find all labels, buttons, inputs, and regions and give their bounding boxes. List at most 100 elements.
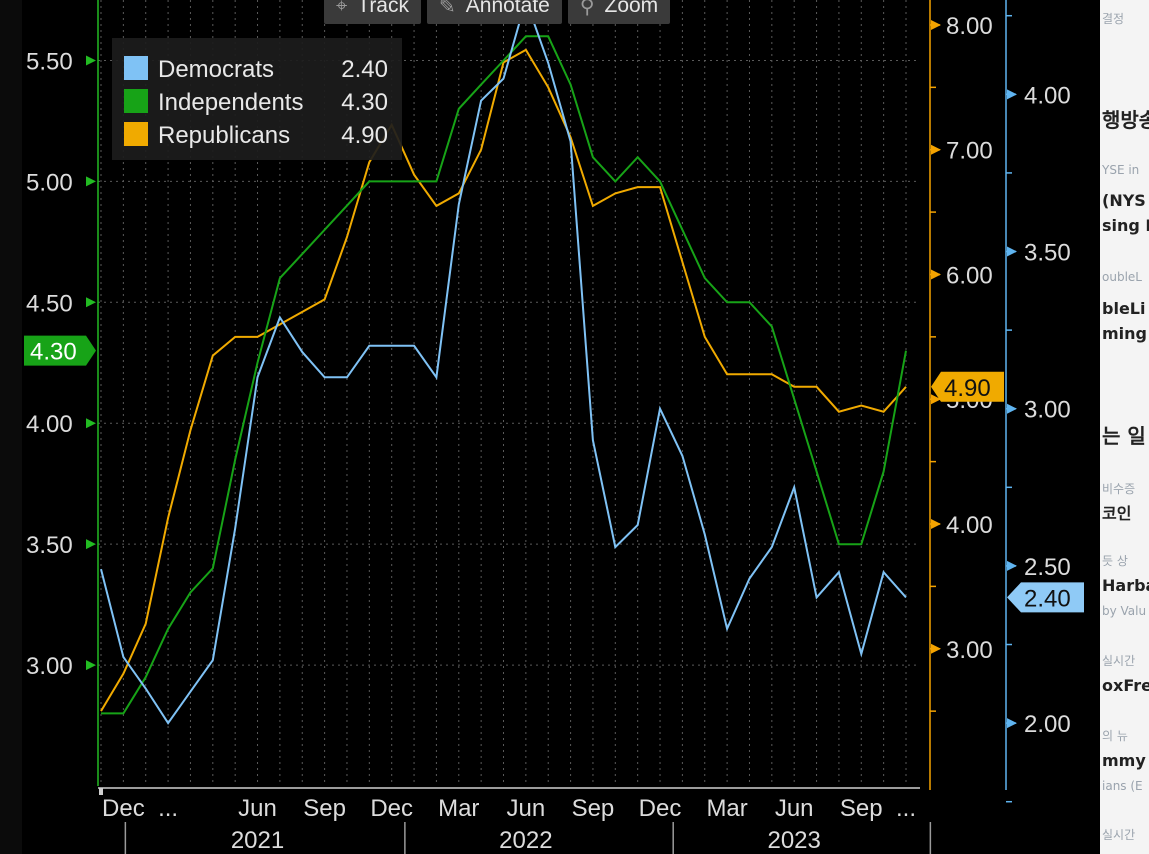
side-snippet: 는 일 [1102,424,1146,448]
side-snippet[interactable]: 코인 [1102,504,1132,523]
middle-axis-tick-mark [931,643,941,654]
x-axis-year-label: 2022 [499,827,552,854]
side-snippet: 실시간 [1102,654,1136,668]
annotate-button[interactable]: ✎ Annotate [427,0,562,24]
side-snippet[interactable]: Harba [1102,576,1149,595]
right-axis-tick-label: 2.00 [1024,711,1071,738]
legend-last-value: 2.40 [341,56,388,83]
independents-last-tag [24,335,96,366]
left-axis-tick-mark [86,297,96,308]
right-axis-tick-mark [1007,718,1017,729]
left-axis-tick-mark [86,660,96,671]
x-axis: Dec... Jun Sep Dec Mar Jun Sep Dec Mar Jun Sep ... 2… [98,787,932,854]
x-axis-tick-label: Jun [238,795,277,822]
legend-last-value: 4.90 [341,122,388,149]
chart-toolbar: ⌖ Track ✎ Annotate ⚲ Zoom [324,0,671,24]
middle-axis-tick-mark [931,519,941,529]
right-axis-tick-label: 2.50 [1024,554,1071,581]
pencil-icon: ✎ [439,0,456,18]
side-snippet[interactable]: mmy [1102,751,1146,770]
x-axis-tick-label: Mar [438,795,479,822]
track-label: Track [357,0,409,17]
middle-axis-tick-mark [931,19,941,30]
x-axis-year-label: 2021 [231,827,284,854]
series-line-independents [101,35,907,715]
legend-swatch [124,89,148,113]
middle-axis-tick-label: 8.00 [946,13,993,40]
x-axis-year-label: 2023 [767,827,820,854]
left-axis-tick-label: 5.50 [26,48,73,75]
middle-axis-tick-mark [931,269,941,280]
x-axis-tick-label: Dec [370,795,413,822]
side-snippet[interactable]: (NYS [1102,191,1146,210]
middle-axis-tick-mark [931,144,941,155]
left-axis-tick-mark [86,176,96,187]
window-edge [0,0,22,854]
independents-last-tag-label: 4.30 [30,339,77,366]
x-axis-tick-label: Mar [706,795,747,822]
legend-swatch [124,122,148,146]
left-axis: 5.50 5.00 4.50 4.00 3.50 3.00 [26,48,96,680]
last-value-tags: 4.30 4.90 2.40 [24,335,1084,613]
series-line-democrats [100,0,907,725]
right-axis-tick-label: 4.00 [1024,82,1071,109]
zoom-label: Zoom [604,0,659,17]
middle-axis-tick-label: 6.00 [946,262,993,289]
side-snippet[interactable]: sing B [1102,216,1149,235]
side-snippet[interactable]: bleLi [1102,299,1146,318]
x-axis-tick-label: Sep [840,795,883,822]
series-lines [100,0,907,725]
zoom-button[interactable]: ⚲ Zoom [567,0,671,24]
annotate-label: Annotate [465,0,550,17]
legend-label: Republicans [158,122,290,149]
side-snippet: 비수증 [1102,482,1136,496]
side-snippet: 듯 상 [1102,554,1128,568]
left-axis-tick-mark [86,418,96,429]
legend: Democrats 2.40 Independents 4.30 Republicans… [112,38,402,160]
side-snippet[interactable]: ming t [1102,324,1149,343]
legend-last-value: 4.30 [341,89,388,116]
left-axis-tick-label: 4.50 [26,290,73,317]
right-axis-tick-label: 3.00 [1024,397,1071,424]
side-snippet: 행방송 [1102,108,1149,132]
middle-axis-tick-mark [931,394,941,405]
right-axis-tick-label: 3.50 [1024,240,1071,267]
x-axis-tick-label: Dec [639,795,682,822]
left-axis-tick-label: 5.00 [26,169,73,196]
democrats-last-tag-label: 2.40 [1024,585,1071,612]
side-news-panel: 결정 행방송 YSE in (NYS sing B oubleL bleLi m… [1100,0,1149,854]
x-axis-tick-label: Sep [303,795,346,822]
middle-axis-tick-label: 7.00 [946,138,993,165]
right-axis-tick-mark [1007,560,1017,571]
x-axis-tick-label: Sep [572,795,615,822]
right-axis: 4.504.003.503.002.502.00 [1005,0,1071,803]
side-snippet: 결정 [1102,12,1125,26]
left-axis-tick-label: 3.00 [26,653,73,680]
side-snippet[interactable]: oxFre [1102,676,1149,695]
x-axis-tick-label: ... [896,795,916,822]
right-axis-tick-mark [1007,89,1017,100]
middle-axis-tick-label: 3.00 [946,637,993,664]
side-snippet: oubleL [1102,270,1142,284]
side-snippet: by Valu [1102,604,1147,618]
left-axis-tick-label: 3.50 [26,532,73,559]
left-axis-tick-label: 4.00 [26,411,73,438]
republicans-last-tag-label: 4.90 [944,375,991,402]
left-axis-tick-mark [86,539,96,550]
line-chart[interactable]: 5.50 5.00 4.50 4.00 3.50 3.00 8.00 7.00 6.00 5.0… [0,0,1100,854]
x-axis-tick-label: ... [158,795,178,822]
track-button[interactable]: ⌖ Track [324,0,421,24]
side-snippet: 의 뉴 [1102,729,1128,743]
x-axis-tick-label: Jun [775,795,814,822]
side-snippet: ians (E [1102,779,1143,793]
right-axis-tick-mark [1007,246,1017,257]
middle-axis-tick-label: 4.00 [946,512,993,539]
crosshair-icon: ⌖ [336,0,348,17]
legend-swatch [124,56,148,80]
series-line-republicans [100,48,907,712]
democrats-last-tag [1007,582,1084,613]
republicans-last-tag [931,371,1004,402]
x-axis-tick-label: Jun [507,795,546,822]
legend-label: Democrats [158,56,274,83]
